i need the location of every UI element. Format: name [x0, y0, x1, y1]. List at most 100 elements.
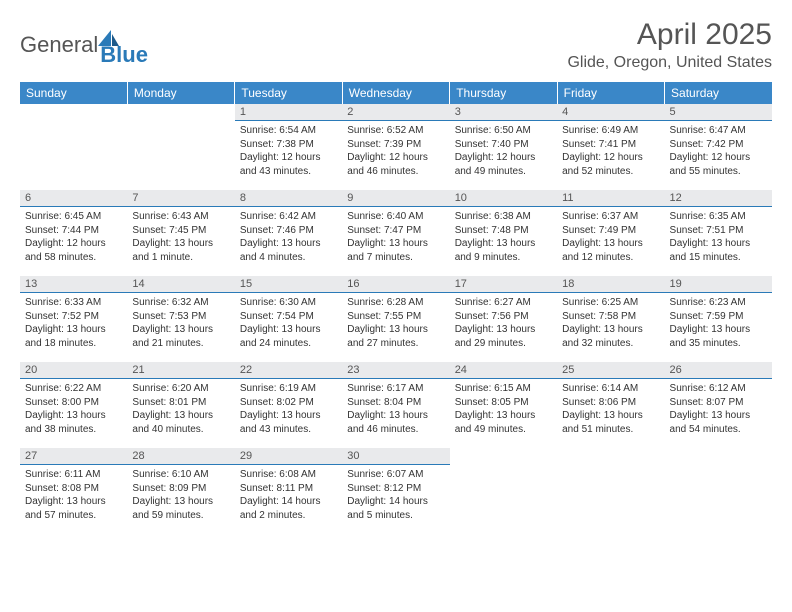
day-number: 24 [450, 362, 557, 379]
calendar-day-cell: 24 Sunrise: 6:15 AMSunset: 8:05 PMDayligh… [450, 362, 557, 448]
sunset-text: Sunset: 8:00 PM [25, 396, 122, 410]
calendar-day-cell: 5Sunrise: 6:47 AMSunset: 7:42 PMDaylight… [665, 104, 772, 190]
header-row: General Blue April 2025 Glide, Oregon, U… [20, 18, 772, 72]
sunset-text: Sunset: 8:11 PM [240, 482, 337, 496]
daylight-text: Daylight: 12 hours and 58 minutes. [25, 237, 122, 264]
calendar-day-cell: 27Sunrise: 6:11 AMSunset: 8:08 PMDayligh… [20, 448, 127, 534]
day-details: Sunrise: 6:50 AMSunset: 7:40 PMDaylight:… [450, 121, 557, 182]
calendar-day-cell: 3Sunrise: 6:50 AMSunset: 7:40 PMDaylight… [450, 104, 557, 190]
sunset-text: Sunset: 8:08 PM [25, 482, 122, 496]
day-number: 28 [127, 448, 234, 465]
sunrise-text: Sunrise: 6:47 AM [670, 124, 767, 138]
calendar-day-cell: 29Sunrise: 6:08 AMSunset: 8:11 PMDayligh… [235, 448, 342, 534]
day-details: Sunrise: 6:14 AMSunset: 8:06 PMDaylight:… [557, 379, 664, 440]
day-number: 15 [235, 276, 342, 293]
calendar-day-cell: 14Sunrise: 6:32 AMSunset: 7:53 PMDayligh… [127, 276, 234, 362]
title-block: April 2025 Glide, Oregon, United States [567, 18, 772, 72]
calendar-day-cell: 7Sunrise: 6:43 AMSunset: 7:45 PMDaylight… [127, 190, 234, 276]
daylight-text: Daylight: 13 hours and 27 minutes. [347, 323, 444, 350]
day-details: Sunrise: 6:07 AMSunset: 8:12 PMDaylight:… [342, 465, 449, 526]
daylight-text: Daylight: 13 hours and 46 minutes. [347, 409, 444, 436]
day-details: Sunrise: 6:27 AMSunset: 7:56 PMDaylight:… [450, 293, 557, 354]
sunrise-text: Sunrise: 6:15 AM [455, 382, 552, 396]
daylight-text: Daylight: 13 hours and 12 minutes. [562, 237, 659, 264]
sunset-text: Sunset: 7:46 PM [240, 224, 337, 238]
calendar-week-row: 13Sunrise: 6:33 AMSunset: 7:52 PMDayligh… [20, 276, 772, 362]
sunrise-text: Sunrise: 6:17 AM [347, 382, 444, 396]
day-details: Sunrise: 6:25 AMSunset: 7:58 PMDaylight:… [557, 293, 664, 354]
day-number: 6 [20, 190, 127, 207]
calendar-day-cell: 13Sunrise: 6:33 AMSunset: 7:52 PMDayligh… [20, 276, 127, 362]
sunset-text: Sunset: 7:42 PM [670, 138, 767, 152]
sunset-text: Sunset: 7:52 PM [25, 310, 122, 324]
daylight-text: Daylight: 13 hours and 24 minutes. [240, 323, 337, 350]
daylight-text: Daylight: 13 hours and 49 minutes. [455, 409, 552, 436]
day-details: Sunrise: 6:49 AMSunset: 7:41 PMDaylight:… [557, 121, 664, 182]
sunrise-text: Sunrise: 6:14 AM [562, 382, 659, 396]
day-number: 3 [450, 104, 557, 121]
daylight-text: Daylight: 14 hours and 2 minutes. [240, 495, 337, 522]
sunrise-text: Sunrise: 6:28 AM [347, 296, 444, 310]
sunset-text: Sunset: 8:04 PM [347, 396, 444, 410]
calendar-week-row: 27Sunrise: 6:11 AMSunset: 8:08 PMDayligh… [20, 448, 772, 534]
calendar-day-cell: .. [127, 104, 234, 190]
calendar-day-cell: 20Sunrise: 6:22 AMSunset: 8:00 PMDayligh… [20, 362, 127, 448]
calendar-week-row: 20Sunrise: 6:22 AMSunset: 8:00 PMDayligh… [20, 362, 772, 448]
daylight-text: Daylight: 13 hours and 40 minutes. [132, 409, 229, 436]
day-number: 7 [127, 190, 234, 207]
day-header: Monday [127, 82, 234, 104]
day-number: 11 [557, 190, 664, 207]
calendar-day-cell: 12Sunrise: 6:35 AMSunset: 7:51 PMDayligh… [665, 190, 772, 276]
sunset-text: Sunset: 7:56 PM [455, 310, 552, 324]
day-number: 23 [342, 362, 449, 379]
day-details: Sunrise: 6:33 AMSunset: 7:52 PMDaylight:… [20, 293, 127, 354]
sunrise-text: Sunrise: 6:23 AM [670, 296, 767, 310]
calendar-day-cell: 9Sunrise: 6:40 AMSunset: 7:47 PMDaylight… [342, 190, 449, 276]
calendar-day-cell: .. [20, 104, 127, 190]
day-header: Wednesday [342, 82, 449, 104]
day-details: Sunrise: 6:38 AMSunset: 7:48 PMDaylight:… [450, 207, 557, 268]
sunrise-text: Sunrise: 6:30 AM [240, 296, 337, 310]
sunset-text: Sunset: 7:47 PM [347, 224, 444, 238]
sunset-text: Sunset: 8:05 PM [455, 396, 552, 410]
day-header: Saturday [665, 82, 772, 104]
calendar-day-cell: 15Sunrise: 6:30 AMSunset: 7:54 PMDayligh… [235, 276, 342, 362]
calendar-day-cell: 16Sunrise: 6:28 AMSunset: 7:55 PMDayligh… [342, 276, 449, 362]
day-number: 14 [127, 276, 234, 293]
sunrise-text: Sunrise: 6:35 AM [670, 210, 767, 224]
sunrise-text: Sunrise: 6:11 AM [25, 468, 122, 482]
day-details: Sunrise: 6:40 AMSunset: 7:47 PMDaylight:… [342, 207, 449, 268]
day-number: 29 [235, 448, 342, 465]
sunrise-text: Sunrise: 6:52 AM [347, 124, 444, 138]
calendar-day-cell: 17Sunrise: 6:27 AMSunset: 7:56 PMDayligh… [450, 276, 557, 362]
day-number: 30 [342, 448, 449, 465]
day-details: Sunrise: 6:45 AMSunset: 7:44 PMDaylight:… [20, 207, 127, 268]
daylight-text: Daylight: 13 hours and 15 minutes. [670, 237, 767, 264]
sunrise-text: Sunrise: 6:38 AM [455, 210, 552, 224]
sunset-text: Sunset: 7:59 PM [670, 310, 767, 324]
daylight-text: Daylight: 13 hours and 51 minutes. [562, 409, 659, 436]
daylight-text: Daylight: 13 hours and 59 minutes. [132, 495, 229, 522]
sunset-text: Sunset: 7:58 PM [562, 310, 659, 324]
day-details: Sunrise: 6:10 AMSunset: 8:09 PMDaylight:… [127, 465, 234, 526]
day-number: 22 [235, 362, 342, 379]
daylight-text: Daylight: 13 hours and 1 minute. [132, 237, 229, 264]
sunset-text: Sunset: 8:12 PM [347, 482, 444, 496]
day-number: 1 [235, 104, 342, 121]
day-number: 12 [665, 190, 772, 207]
daylight-text: Daylight: 13 hours and 4 minutes. [240, 237, 337, 264]
sunset-text: Sunset: 7:49 PM [562, 224, 659, 238]
calendar-day-cell: 21Sunrise: 6:20 AMSunset: 8:01 PMDayligh… [127, 362, 234, 448]
day-details: Sunrise: 6:37 AMSunset: 7:49 PMDaylight:… [557, 207, 664, 268]
sunset-text: Sunset: 7:53 PM [132, 310, 229, 324]
day-number: 2 [342, 104, 449, 121]
page-title: April 2025 [567, 18, 772, 52]
calendar-day-cell: 8Sunrise: 6:42 AMSunset: 7:46 PMDaylight… [235, 190, 342, 276]
day-details: Sunrise: 6:08 AMSunset: 8:11 PMDaylight:… [235, 465, 342, 526]
day-number: 10 [450, 190, 557, 207]
sunset-text: Sunset: 7:44 PM [25, 224, 122, 238]
calendar-page: General Blue April 2025 Glide, Oregon, U… [0, 0, 792, 544]
day-number: 25 [557, 362, 664, 379]
calendar-day-cell: 19Sunrise: 6:23 AMSunset: 7:59 PMDayligh… [665, 276, 772, 362]
day-number: 4 [557, 104, 664, 121]
